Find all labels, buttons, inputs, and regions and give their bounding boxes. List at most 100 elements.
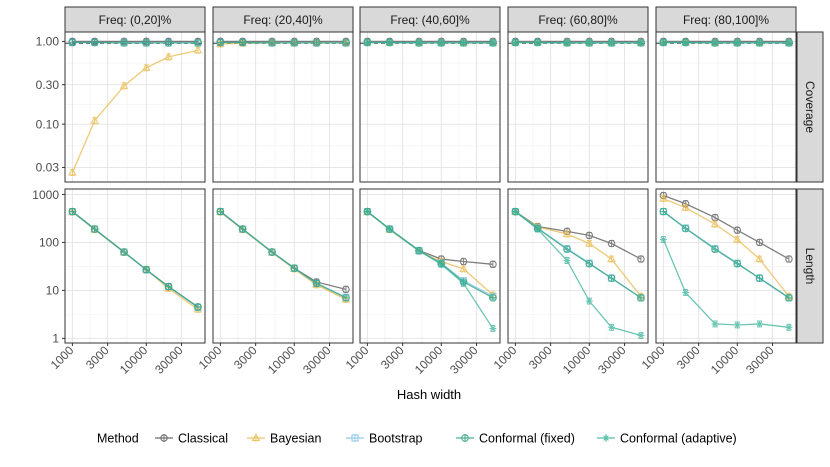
data-point [756,39,763,47]
data-point [511,208,519,215]
data-point [120,39,128,47]
data-point [511,39,519,46]
facet-strip [64,6,206,33]
row-strip [796,31,824,183]
data-point [386,225,394,233]
row-strip-label: Length [803,248,817,285]
data-point [341,294,351,303]
legend: Method Classical Bayesian Bootstrap Conforma… [97,432,737,446]
series-line [219,211,347,299]
panel-border [507,188,649,344]
panel-border [655,188,797,344]
data-point [733,226,742,234]
legend-key-bootstrap [346,434,364,442]
data-point [194,303,202,311]
data-point [120,248,128,256]
series-bayesian [68,45,203,177]
data-point [785,255,793,263]
panel-background [360,32,500,182]
series-conformal-adaptive [363,208,497,333]
data-point [785,323,793,331]
data-point [756,320,763,328]
series-line [663,194,790,260]
legend-key-marker [461,434,469,442]
series-conformal-adaptive [511,39,645,47]
data-point [682,39,690,46]
data-point [584,238,594,247]
data-point [459,264,468,272]
grid-layer [65,32,796,343]
series-line [514,211,642,337]
panel-border [212,188,354,344]
panel-border [64,188,206,344]
facet-strip [212,6,354,33]
legend-label: Bootstrap [369,432,423,446]
data-point [216,39,225,47]
data-point [585,259,594,268]
facet-strip-label: Freq: (40,60]% [390,13,470,27]
data-point [608,39,615,47]
y-tick-label: 0.03 [36,161,60,175]
data-point [460,39,467,47]
legend-key-marker [160,434,168,442]
data-point [68,38,77,47]
series-line [71,49,199,173]
data-point [637,39,645,47]
panel-background [656,189,796,343]
data-point [732,234,742,243]
legend-key-marker [251,433,261,441]
data-point [755,274,764,282]
series-conformal-adaptive [363,39,497,47]
facet-strip-label: Freq: (0,20]% [99,13,172,27]
legend-label: Classical [178,432,228,446]
row-strip [796,188,824,344]
data-point [489,293,497,302]
data-point [342,285,350,294]
data-point [238,38,247,47]
data-point [711,245,719,254]
series-conformal-fixed [216,207,350,302]
series-line [662,239,790,328]
panel-background [508,32,648,182]
data-point [711,320,719,328]
data-point [785,39,793,47]
data-point [755,238,764,247]
data-point [342,39,350,47]
legend-key-marker [351,434,359,442]
data-point [659,39,667,46]
row-strip-label: Coverage [803,81,817,133]
legend-key-marker [602,434,610,442]
data-point [216,207,225,216]
series-line [366,211,494,329]
y-tick-label: 0.30 [36,78,60,92]
data-point [141,63,151,71]
series-conformal-fixed [68,38,202,47]
data-point [733,39,741,47]
data-point [216,38,225,47]
facet-strips: Coverage Length Freq: (0,20]% Freq: (20,40]… [64,6,824,344]
data-point [363,208,371,215]
data-point [585,39,593,47]
data-point [437,260,445,268]
data-point [164,52,173,60]
data-point [682,289,690,296]
panel-background [65,32,205,182]
facet-strip [359,6,501,33]
series-conformal-fixed [216,38,350,47]
data-point [142,39,151,47]
data-point [563,245,571,254]
data-point [563,39,571,47]
data-point [607,254,616,263]
data-point [142,265,151,274]
y-tick-label: 100 [39,236,59,250]
data-point [363,39,371,46]
data-point [659,193,668,202]
series-conformal-adaptive [511,208,645,339]
data-point [415,39,423,47]
data-point [585,231,594,240]
data-point [90,225,99,233]
data-point [681,202,690,211]
data-point [164,39,173,47]
data-point [637,332,645,339]
data-point [711,39,719,47]
